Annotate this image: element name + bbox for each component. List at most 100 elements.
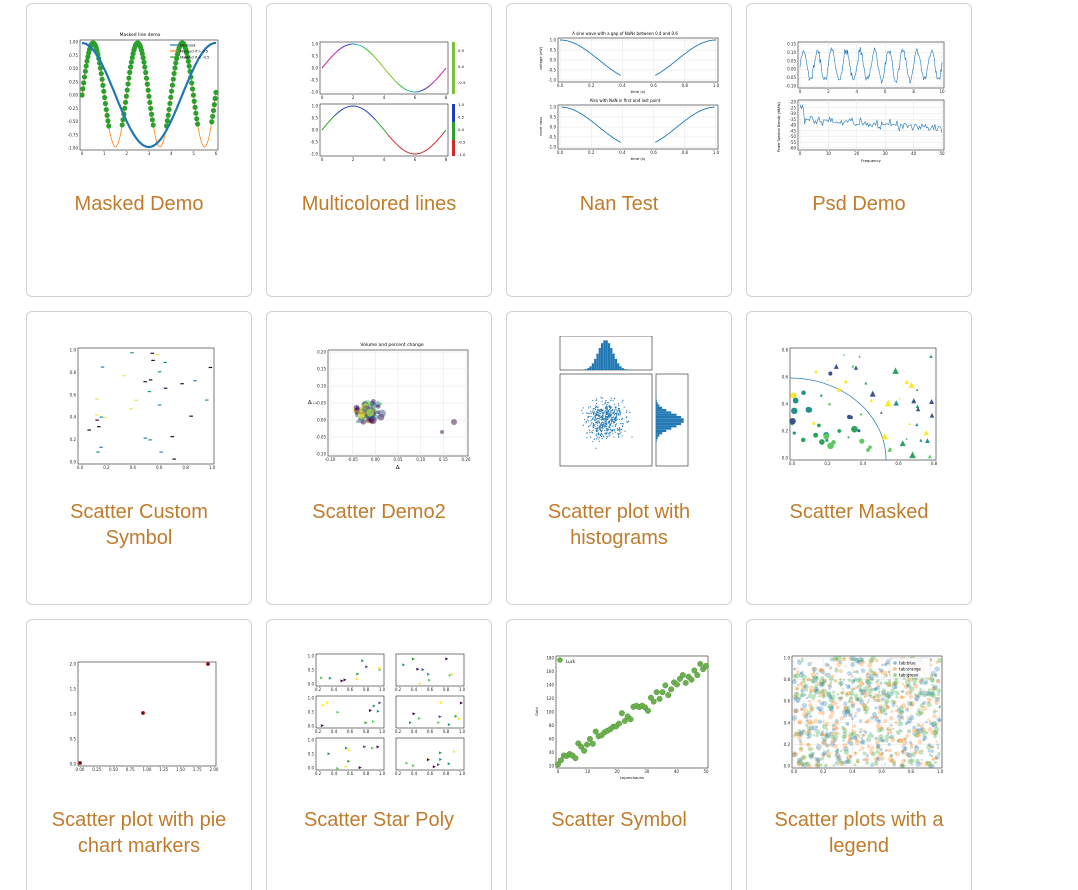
card-label[interactable]: Scatter plot with pie chart markers xyxy=(51,809,227,857)
scatter-point xyxy=(604,429,606,432)
gallery-card-scatter-hist[interactable]: Scatter plot with histograms xyxy=(506,311,732,605)
scatter-point xyxy=(876,685,881,691)
scatter-point xyxy=(593,414,595,416)
scatter-marker xyxy=(372,704,376,708)
gallery-card-scatter-star-poly[interactable]: 1.0 0.5 0.0 0.2 0.4 0.6 0.8 1.0 0.2 0.4 0.6 0.8 1.0 1… xyxy=(266,619,492,890)
thumbnail-nan-test[interactable]: A sine wave with a gap of NaNs between 0… xyxy=(520,28,720,178)
gallery-card-scatter-with-legend[interactable]: 1.0 0.8 0.6 0.4 0.2 0.0 0.0 0.2 0.4 0.6 0.8 1.0 tab:… xyxy=(746,619,972,890)
scatter-point xyxy=(797,720,802,725)
gallery-card-scatter-demo2[interactable]: Volume and percent change 0.20 0.15 0.10 0.0… xyxy=(266,311,492,605)
scatter-point xyxy=(912,677,918,683)
scatter-point xyxy=(619,433,621,435)
thumbnail-scatter-custom-symbol[interactable]: 1.0 0.8 0.6 0.4 0.2 0.0 0.0 0.2 0.4 0.6 0.8 1.0 xyxy=(40,336,240,486)
thumbnail-scatter-with-legend[interactable]: 1.0 0.8 0.6 0.4 0.2 0.0 0.0 0.2 0.4 0.6 0.8 1.0 tab:… xyxy=(760,644,960,794)
thumbnail-multicolored-lines[interactable]: 1.0 0.5 0.0 -0.5 -1.0 0 2 4 6 8 1.0 0.5 0.0 -0.5 -1.0 0… xyxy=(280,28,480,178)
thumbnail-masked-demo[interactable]: Masked line demo 1.00 0.75 0.50 0.25 0.00 -0.2… xyxy=(40,28,240,178)
card-label[interactable]: Scatter plot with histograms xyxy=(547,501,691,549)
scatter-point xyxy=(864,758,868,762)
series-segment xyxy=(396,81,399,85)
card-label[interactable]: Scatter Symbol xyxy=(551,809,687,831)
scatter-point xyxy=(598,415,600,418)
series-segment xyxy=(443,129,447,133)
scatter-point xyxy=(815,758,819,762)
card-label[interactable]: Scatter Star Poly xyxy=(303,809,455,831)
series-segment xyxy=(408,90,412,92)
scatter-point xyxy=(588,407,590,409)
gallery-card-scatter-piecharts[interactable]: 2.0 1.5 1.0 0.5 0.0 0.00 0.25 0.50 0.75 1.00 1.25 1… xyxy=(26,619,252,890)
y-tick-label: 80 xyxy=(549,723,555,728)
scatter-point xyxy=(793,708,799,714)
thumbnail-scatter-masked[interactable]: 0.8 0.6 0.4 0.2 0.0 0.0 0.2 0.4 0.6 0.8 xyxy=(760,336,960,486)
scatter-point xyxy=(910,763,914,766)
scatter-point xyxy=(837,696,840,699)
scatter-point xyxy=(906,717,913,723)
thumbnail-scatter-symbol[interactable]: 180 160 140 120 100 80 60 40 20 0 10 20 30 40 50 Luck Go… xyxy=(520,644,720,794)
scatter-point xyxy=(853,735,858,739)
scatter-point xyxy=(607,422,609,424)
gallery-card-multicolored-lines[interactable]: 1.0 0.5 0.0 -0.5 -1.0 0 2 4 6 8 1.0 0.5 0.0 -0.5 -1.0 0… xyxy=(266,3,492,297)
scatter-point xyxy=(620,431,622,433)
gallery-card-scatter-masked[interactable]: 0.8 0.6 0.4 0.2 0.0 0.0 0.2 0.4 0.6 0.8 Scatter M… xyxy=(746,311,972,605)
scatter-point xyxy=(801,685,806,690)
gallery-card-masked-demo[interactable]: Masked line demo 1.00 0.75 0.50 0.25 0.00 -0.2… xyxy=(26,3,252,297)
scatter-point xyxy=(623,406,625,408)
thumbnail-scatter-hist[interactable] xyxy=(520,336,720,486)
card-label[interactable]: Psd Demo xyxy=(812,193,906,215)
histogram-bar xyxy=(617,363,620,370)
scatter-point xyxy=(860,680,863,684)
scatter-point xyxy=(884,712,888,716)
x-tick-label: 6 xyxy=(414,95,417,100)
scatter-point xyxy=(837,681,842,686)
gallery-card-psd-demo[interactable]: 0.15 0.10 0.05 0.00 -0.05 -0.10 0 2 4 6 8 10 -20 -25-… xyxy=(746,3,972,297)
scatter-point xyxy=(862,707,867,712)
scatter-point xyxy=(819,681,824,687)
scatter-point xyxy=(918,678,924,684)
y-tick-label: 1.0 xyxy=(312,104,319,109)
thumbnail-scatter-piecharts[interactable]: 2.0 1.5 1.0 0.5 0.0 0.00 0.25 0.50 0.75 1.00 1.25 1… xyxy=(40,644,240,794)
gallery-card-nan-test[interactable]: A sine wave with a gap of NaNs between 0… xyxy=(506,3,732,297)
scatter-point xyxy=(853,687,856,691)
scatter-point xyxy=(885,693,891,699)
series-segment xyxy=(393,79,397,83)
scatter-point xyxy=(807,746,813,752)
thumbnail-scatter-demo2[interactable]: Volume and percent change 0.20 0.15 0.10 0.0… xyxy=(280,336,480,486)
card-label[interactable]: Scatter plots with a legend xyxy=(774,809,944,857)
scatter-point xyxy=(858,656,864,663)
legend-swatch xyxy=(893,667,897,671)
scatter-point xyxy=(606,409,608,411)
legend-swatch xyxy=(893,661,897,665)
scatter-point xyxy=(819,668,825,675)
scatter-point xyxy=(838,696,843,701)
x-tick-label: 0.20 xyxy=(462,457,471,462)
scatter-point xyxy=(819,701,824,706)
scatter-point xyxy=(853,736,858,741)
scatter-point xyxy=(841,687,844,691)
scatter-point xyxy=(850,700,854,704)
series-segment xyxy=(393,141,397,145)
card-label[interactable]: Masked Demo xyxy=(74,193,204,215)
scatter-point xyxy=(793,708,799,714)
clover-marker xyxy=(586,735,593,742)
scatter-point xyxy=(866,671,870,676)
thumbnail-psd-demo[interactable]: 0.15 0.10 0.05 0.00 -0.05 -0.10 0 2 4 6 8 10 -20 -25-… xyxy=(760,28,960,178)
scatter-point xyxy=(884,749,887,752)
x-tick-label: 1.0 xyxy=(379,729,386,734)
scatter-point xyxy=(597,432,600,434)
card-label[interactable]: Scatter Demo2 xyxy=(312,501,446,523)
scatter-point xyxy=(865,673,871,679)
gallery-card-scatter-custom-symbol[interactable]: 1.0 0.8 0.6 0.4 0.2 0.0 0.0 0.2 0.4 0.6 0.8 1.0 Sca… xyxy=(26,311,252,605)
thumbnail-scatter-star-poly[interactable]: 1.0 0.5 0.0 0.2 0.4 0.6 0.8 1.0 0.2 0.4 0.6 0.8 1.0 1… xyxy=(280,644,480,794)
scatter-point xyxy=(620,423,622,425)
pie-marker xyxy=(78,761,82,765)
card-label[interactable]: Nan Test xyxy=(579,193,659,215)
series-point xyxy=(82,68,88,74)
plot-title: Volume and percent change xyxy=(360,342,424,348)
gallery-card-scatter-symbol[interactable]: 180 160 140 120 100 80 60 40 20 0 10 20 30 40 50 Luck Go… xyxy=(506,619,732,890)
scatter-point xyxy=(847,684,851,688)
scatter-point xyxy=(887,729,892,735)
scatter-point xyxy=(843,749,849,755)
scatter-point xyxy=(877,690,881,694)
card-label[interactable]: Multicolored lines xyxy=(301,193,457,215)
card-label[interactable]: Scatter Custom Symbol xyxy=(70,501,208,549)
card-label[interactable]: Scatter Masked xyxy=(789,501,929,523)
